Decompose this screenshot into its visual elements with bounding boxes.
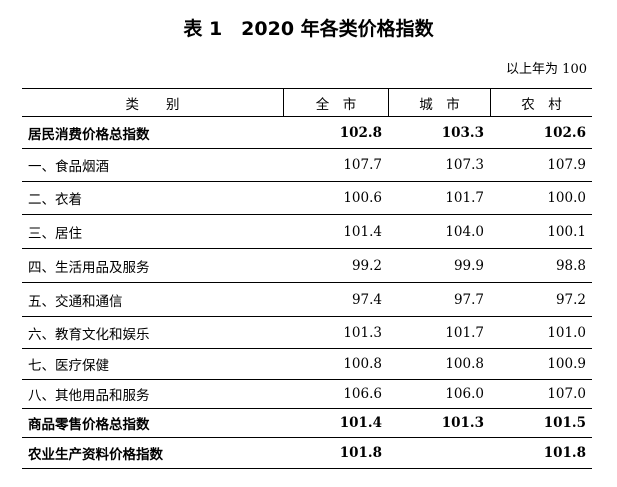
row-label: 四、生活用品及服务 <box>28 259 150 276</box>
table-row: 八、其他用品和服务 106.6 106.0 107.0 <box>22 380 592 409</box>
index-value: 101.5 <box>543 415 586 431</box>
unit-note: 以上年为 100 <box>506 62 587 77</box>
row-label: 三、居住 <box>28 225 82 242</box>
index-value: 101.4 <box>343 223 382 240</box>
index-value: 104.0 <box>445 223 484 240</box>
index-value: 101.3 <box>343 324 382 341</box>
index-value: 101.4 <box>339 415 382 431</box>
table: 类 别 全 市城 市农 村居民消费价格总指数 102.8 103.3 102.6 一、食品… <box>22 88 592 469</box>
header-row: 类 别 全 市城 市农 村 <box>22 89 592 117</box>
index-value: 101.8 <box>543 445 586 461</box>
row-label: 居民消费价格总指数 <box>28 126 150 143</box>
index-value: 97.7 <box>453 291 484 308</box>
index-value: 107.9 <box>547 157 586 173</box>
table-row: 四、生活用品及服务 99.2 99.9 98.8 <box>22 249 592 283</box>
table-row: 六、教育文化和娱乐 101.3 101.7 101.0 <box>22 317 592 349</box>
index-value: 100.8 <box>445 356 484 372</box>
index-value: 106.6 <box>343 386 382 402</box>
table-row: 居民消费价格总指数 102.8 103.3 102.6 <box>22 117 592 149</box>
index-value: 98.8 <box>555 257 586 274</box>
column-header: 城 市 <box>388 89 490 116</box>
row-label: 八、其他用品和服务 <box>28 388 150 404</box>
index-value: 100.1 <box>547 223 586 240</box>
title: 表 1 2020 年各类价格指数 <box>183 18 434 40</box>
table-row: 商品零售价格总指数 101.4 101.3 101.5 <box>22 409 592 438</box>
index-value: 101.7 <box>445 324 484 341</box>
index-value: 100.6 <box>343 190 382 206</box>
index-value: 102.8 <box>339 124 382 141</box>
index-value: 100.8 <box>343 356 382 372</box>
row-label: 七、医疗保健 <box>28 358 109 374</box>
index-value: 101.0 <box>547 324 586 341</box>
index-value: 103.3 <box>441 124 484 141</box>
row-label: 农业生产资料价格指数 <box>28 447 163 463</box>
index-value: 97.4 <box>351 291 382 308</box>
index-value: 101.8 <box>339 445 382 461</box>
index-value: 107.3 <box>445 157 484 173</box>
row-label: 五、交通和通信 <box>28 293 123 310</box>
index-value: 101.3 <box>441 415 484 431</box>
index-value: 106.0 <box>445 386 484 402</box>
table-row: 一、食品烟酒 107.7 107.3 107.9 <box>22 149 592 182</box>
column-header: 农 村 <box>490 89 592 116</box>
table-row: 三、居住 101.4 104.0 100.1 <box>22 215 592 249</box>
row-label: 二、衣着 <box>28 192 82 208</box>
index-value: 107.7 <box>343 157 382 173</box>
table-row: 七、医疗保健 100.8 100.8 100.9 <box>22 349 592 380</box>
column-header: 类 别 <box>125 96 180 113</box>
row-label: 商品零售价格总指数 <box>28 417 150 433</box>
index-value: 102.6 <box>543 124 586 141</box>
index-value: 100.9 <box>547 356 586 372</box>
row-label: 一、食品烟酒 <box>28 159 109 175</box>
table-row: 五、交通和通信 97.4 97.7 97.2 <box>22 283 592 317</box>
index-value: 107.0 <box>547 386 586 402</box>
table-row: 二、衣着 100.6 101.7 100.0 <box>22 182 592 215</box>
index-value: 101.7 <box>445 190 484 206</box>
row-label: 六、教育文化和娱乐 <box>28 326 150 343</box>
index-value: 99.9 <box>453 257 484 274</box>
table-row: 农业生产资料价格指数 101.8 101.8 <box>22 438 592 468</box>
index-value: 100.0 <box>547 190 586 206</box>
index-value: 97.2 <box>555 291 586 308</box>
index-value: 99.2 <box>351 257 382 274</box>
column-header: 全 市 <box>283 89 388 116</box>
